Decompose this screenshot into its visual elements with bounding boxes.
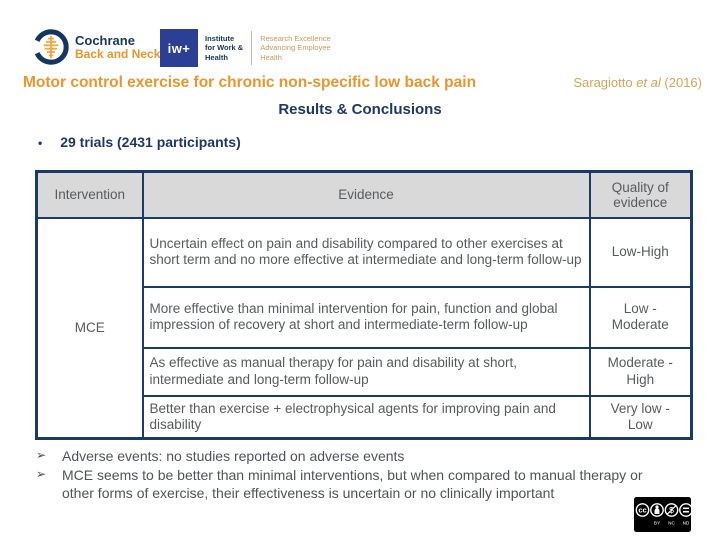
conclusions-list: ➢ Adverse events: no studies reported on… xyxy=(36,447,652,503)
table-row: Better than exercise + electrophysical a… xyxy=(37,394,693,440)
slide-title: Motor control exercise for chronic non-s… xyxy=(23,74,477,91)
arrow-bullet-icon: ➢ xyxy=(36,448,47,462)
iwh-logo: iw+ Institute for Work & Health Research… xyxy=(160,27,331,69)
iwh-tagline: Research Excellence Advancing Employee H… xyxy=(260,34,330,62)
cochrane-name: Cochrane xyxy=(75,32,135,48)
evidence-cell: Better than exercise + electrophysical a… xyxy=(141,394,591,440)
iwh-logo-icon: iw+ xyxy=(160,29,198,67)
trials-summary: • 29 trials (2431 participants) xyxy=(38,134,241,150)
bullet-icon: • xyxy=(38,136,43,150)
logo-divider xyxy=(251,31,253,65)
list-item: ➢ MCE seems to be better than minimal in… xyxy=(36,466,652,503)
citation: Saragiotto et al (2016) xyxy=(573,75,702,90)
table-row: As effective as manual therapy for pain … xyxy=(37,346,693,397)
creative-commons-license-badge[interactable]: cc $ BY NC ND xyxy=(633,496,692,533)
iwh-institute-name: Institute for Work & Health xyxy=(205,34,243,62)
quality-cell: Low - Moderate xyxy=(588,285,693,349)
trials-summary-text: 29 trials (2431 participants) xyxy=(60,134,241,150)
cochrane-wordmark: Cochrane Back and Neck xyxy=(75,34,160,60)
conclusion-text: MCE seems to be better than minimal inte… xyxy=(62,466,643,502)
table-row: MCE Uncertain effect on pain and disabil… xyxy=(35,216,693,440)
iwh-institute-line: for Work & xyxy=(205,43,244,53)
evidence-cell: As effective as manual therapy for pain … xyxy=(141,346,591,397)
citation-author: Saragiotto xyxy=(573,75,637,90)
by-label: BY xyxy=(654,521,660,526)
citation-etal: et al xyxy=(636,75,661,90)
table-header-row: Intervention Evidence Quality of evidenc… xyxy=(35,170,693,219)
nc-icon xyxy=(664,503,679,517)
evidence-cell: Uncertain effect on pain and disability … xyxy=(141,216,591,288)
by-icon xyxy=(650,503,664,517)
nc-label: NC xyxy=(668,521,675,526)
iwh-institute-line: Institute xyxy=(205,33,235,43)
iwh-institute-line: Health xyxy=(205,52,228,62)
results-table: Intervention Evidence Quality of evidenc… xyxy=(35,170,693,440)
slide-subtitle: Results & Conclusions xyxy=(278,101,442,118)
table-row: More effective than minimal intervention… xyxy=(37,285,693,349)
svg-text:cc: cc xyxy=(638,506,646,515)
iwh-tagline-line: Health xyxy=(260,52,282,62)
arrow-bullet-icon: ➢ xyxy=(36,466,47,481)
conclusion-text: Adverse events: no studies reported on a… xyxy=(62,448,405,464)
evidence-cell: More effective than minimal intervention… xyxy=(141,285,591,349)
nd-label: ND xyxy=(683,521,690,526)
intervention-cell: MCE xyxy=(35,216,144,440)
cochrane-logo: Cochrane Back and Neck xyxy=(33,27,165,67)
citation-year: (2016) xyxy=(660,75,702,90)
iwh-tagline-line: Advancing Employee xyxy=(260,43,331,53)
nd-icon xyxy=(679,503,692,517)
title-row: Motor control exercise for chronic non-s… xyxy=(0,74,720,92)
list-item: ➢ Adverse events: no studies reported on… xyxy=(36,447,652,466)
quality-cell: Very low - Low xyxy=(588,394,693,440)
cochrane-group-name: Back and Neck xyxy=(75,46,161,61)
quality-cell: Moderate - High xyxy=(588,346,693,397)
header-evidence: Evidence xyxy=(141,170,591,219)
cc-icon xyxy=(635,503,650,517)
quality-cell: Low-High xyxy=(588,216,693,288)
iwh-tagline-line: Research Excellence xyxy=(260,33,331,43)
cochrane-logo-icon xyxy=(34,29,69,65)
header-quality: Quality of evidence xyxy=(588,170,693,219)
logo-row: Cochrane Back and Neck iw+ Institute for… xyxy=(0,27,720,71)
header-intervention: Intervention xyxy=(35,170,144,219)
